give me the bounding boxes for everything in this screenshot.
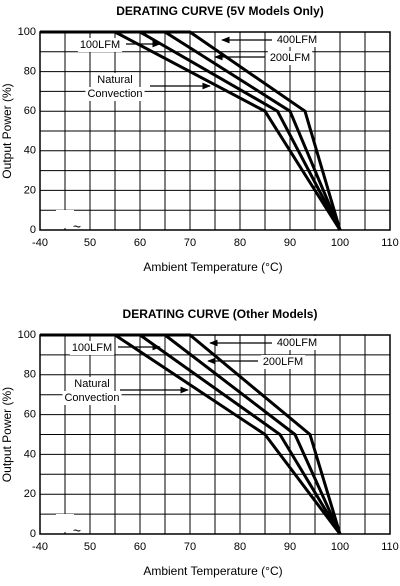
annotation-bg	[267, 51, 313, 65]
x-tick-label: 70	[184, 541, 196, 553]
y-tick-label: 60	[24, 105, 36, 117]
x-tick-label: 110	[381, 541, 399, 553]
annotation-bg	[85, 87, 145, 101]
y-tick-label: 40	[24, 448, 36, 460]
annotation: Convection	[64, 392, 119, 404]
annotation: 400LFM	[277, 34, 317, 46]
y-tick-label: 20	[24, 184, 36, 196]
x-tick-label: 50	[84, 237, 96, 249]
x-tick-label: 80	[234, 541, 246, 553]
y-tick-label: 80	[24, 369, 36, 381]
annotation: 400LFM	[277, 337, 317, 349]
x-tick-label: -40	[32, 541, 48, 553]
axis-break: ~	[73, 523, 81, 539]
annotation-bg	[62, 391, 122, 405]
x-axis-title: Ambient Temperature (°C)	[143, 260, 282, 274]
axis-break-gap	[56, 210, 74, 228]
x-tick-label: 90	[284, 237, 296, 249]
y-tick-label: 0	[30, 224, 36, 236]
x-tick-label: 90	[284, 541, 296, 553]
annotation-bg	[69, 341, 115, 355]
axis-break: ~	[73, 219, 81, 235]
plot-frame	[39, 31, 391, 231]
y-tick-label: 40	[24, 145, 36, 157]
y-tick-label: 20	[24, 488, 36, 500]
x-tick-label: -40	[32, 237, 48, 249]
x-axis-title: Ambient Temperature (°C)	[143, 564, 282, 578]
x-tick-label: 70	[184, 237, 196, 249]
chart-title: DERATING CURVE (Other Models)	[123, 307, 318, 321]
y-axis-title: Output Power (%)	[0, 83, 14, 178]
annotation-bg	[95, 73, 135, 87]
chart: DERATING CURVE (5V Models Only) -40 50 60 70…	[0, 4, 399, 274]
y-tick-label: 80	[24, 66, 36, 78]
annotation: Natural	[97, 74, 132, 86]
x-tick-label: 60	[134, 541, 146, 553]
y-tick-label: 0	[30, 528, 36, 540]
x-tick-label: 60	[134, 237, 146, 249]
annotation: 100LFM	[72, 342, 112, 354]
x-tick-label: 100	[331, 541, 349, 553]
annotation-bg	[72, 377, 112, 391]
annotation-bg	[274, 336, 320, 350]
x-tick-label: 110	[381, 237, 399, 249]
annotation: 200LFM	[263, 356, 303, 368]
annotation: Convection	[87, 88, 142, 100]
annotation-bg	[274, 33, 320, 47]
y-axis-title: Output Power (%)	[0, 387, 14, 482]
annotation-bg	[77, 38, 123, 52]
x-tick-label: 100	[331, 237, 349, 249]
y-tick-label: 60	[24, 409, 36, 421]
axis-break-gap	[56, 514, 74, 532]
series-line	[40, 333, 342, 535]
x-tick-label: 80	[234, 237, 246, 249]
plot-frame	[39, 334, 391, 535]
y-tick-label: 100	[18, 26, 36, 38]
series-line	[40, 30, 342, 231]
annotation-bg	[260, 355, 306, 369]
x-tick-label: 50	[84, 541, 96, 553]
annotation: Natural	[74, 378, 109, 390]
chart: DERATING CURVE (Other Models) -40 50 60 70 80…	[0, 307, 399, 578]
annotation: 200LFM	[270, 52, 310, 64]
y-tick-label: 100	[18, 329, 36, 341]
chart-title: DERATING CURVE (5V Models Only)	[116, 4, 324, 18]
annotation: 100LFM	[80, 39, 120, 51]
